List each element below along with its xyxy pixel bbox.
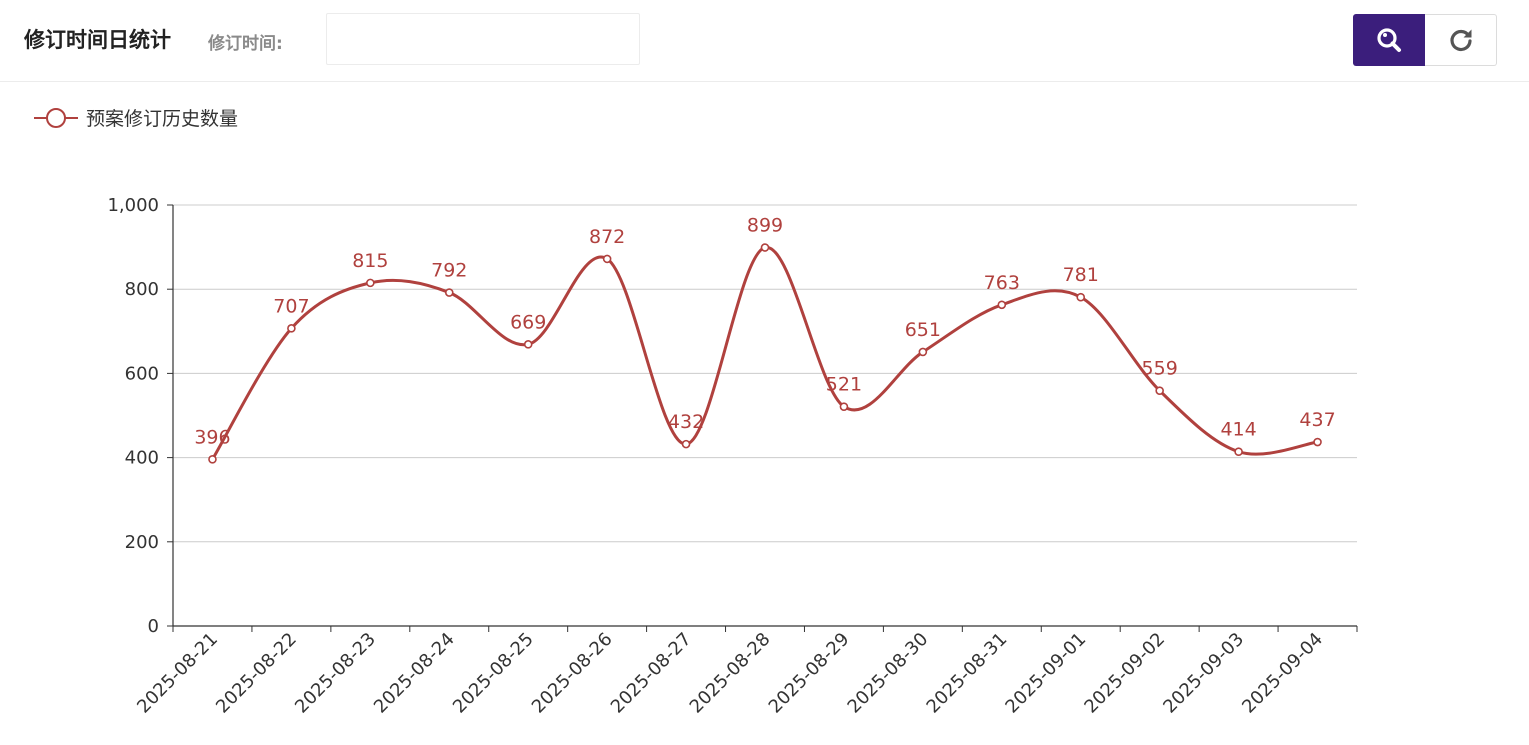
data-point	[1076, 292, 1086, 302]
toolbar: 修订时间日统计 修订时间:	[0, 0, 1529, 82]
x-tick-label: 2025-08-28	[686, 629, 775, 718]
page-title: 修订时间日统计	[24, 28, 171, 52]
search-icon	[1377, 28, 1401, 52]
x-tick-label: 2025-08-24	[370, 629, 459, 718]
data-point	[839, 402, 849, 411]
x-tick-label: 2025-08-26	[528, 629, 617, 718]
data-point	[1155, 386, 1164, 395]
data-label: 521	[826, 374, 862, 396]
legend-line-circle-icon	[34, 107, 78, 128]
y-tick-label: 1,000	[107, 195, 159, 216]
data-label: 437	[1299, 409, 1335, 431]
x-tick-label: 2025-08-23	[291, 629, 380, 718]
data-point	[602, 254, 612, 264]
data-point	[444, 288, 454, 297]
data-point	[287, 324, 296, 333]
refresh-icon	[1449, 29, 1472, 52]
data-point	[208, 454, 217, 464]
data-label: 781	[1063, 264, 1099, 286]
data-label: 707	[273, 295, 309, 317]
data-point	[760, 243, 770, 252]
data-point	[1313, 437, 1322, 447]
x-tick-label: 2025-09-04	[1238, 629, 1327, 718]
x-tick-label: 2025-09-03	[1159, 629, 1248, 718]
data-label: 432	[668, 411, 704, 433]
x-tick-label: 2025-08-27	[607, 629, 696, 718]
series-line	[211, 246, 1318, 461]
x-tick-label: 2025-08-22	[212, 629, 301, 718]
data-point	[918, 347, 928, 357]
search-button[interactable]	[1353, 14, 1425, 66]
y-tick-label: 800	[125, 279, 159, 300]
data-label: 872	[589, 226, 625, 248]
data-point	[1234, 447, 1243, 457]
data-label: 559	[1142, 358, 1178, 380]
data-label: 815	[352, 250, 388, 272]
x-tick-label: 2025-08-31	[923, 629, 1012, 718]
x-tick-label: 2025-09-02	[1080, 629, 1169, 718]
data-label: 763	[984, 272, 1020, 294]
x-tick-label: 2025-08-21	[133, 629, 222, 718]
y-tick-label: 400	[125, 448, 159, 469]
y-tick-label: 600	[125, 363, 159, 384]
data-label: 899	[747, 215, 783, 237]
data-point	[523, 340, 533, 349]
data-label: 792	[431, 260, 467, 282]
x-tick-label: 2025-08-25	[449, 629, 538, 718]
revision-time-input[interactable]	[326, 13, 640, 65]
y-tick-label: 0	[148, 616, 159, 637]
revision-time-label: 修订时间:	[208, 34, 283, 54]
data-label: 651	[905, 319, 941, 341]
legend-item[interactable]: 预案修订历史数量	[34, 104, 238, 131]
x-tick-label: 2025-09-01	[1001, 629, 1090, 718]
x-tick-label: 2025-08-29	[765, 629, 854, 718]
data-point	[997, 300, 1007, 310]
x-tick-label: 2025-08-30	[844, 629, 933, 718]
data-label: 414	[1220, 419, 1256, 441]
data-label: 396	[194, 426, 230, 448]
data-point	[366, 278, 375, 288]
data-point	[681, 439, 691, 449]
refresh-button[interactable]	[1425, 14, 1497, 66]
y-tick-label: 200	[125, 532, 159, 553]
data-label: 669	[510, 311, 546, 333]
legend-label: 预案修订历史数量	[86, 108, 239, 130]
